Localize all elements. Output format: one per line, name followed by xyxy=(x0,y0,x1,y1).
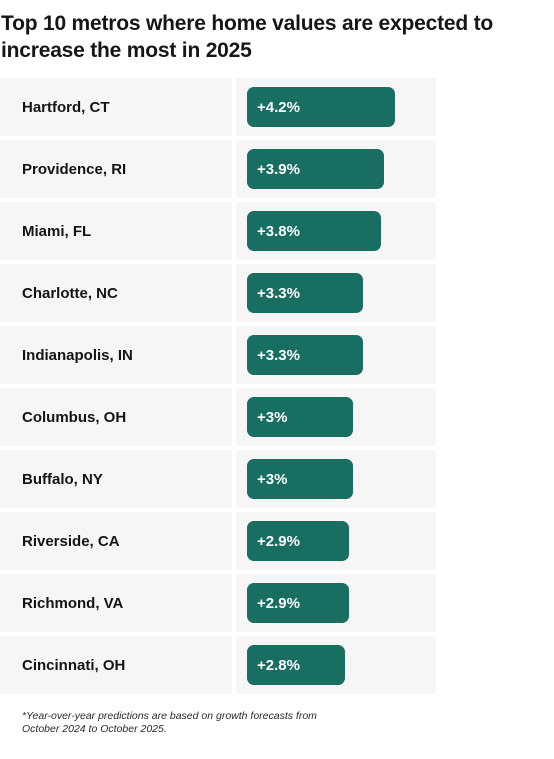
chart-row: Columbus, OH +3% xyxy=(0,388,436,446)
category-label: Indianapolis, IN xyxy=(22,347,133,364)
category-label: Charlotte, NC xyxy=(22,285,118,302)
value-label: +3% xyxy=(257,471,287,488)
value-label: +2.9% xyxy=(257,595,300,612)
category-label: Columbus, OH xyxy=(22,409,126,426)
chart-row: Miami, FL +3.8% xyxy=(0,202,436,260)
category-label: Buffalo, NY xyxy=(22,471,103,488)
category-label: Miami, FL xyxy=(22,223,91,240)
chart-row: Richmond, VA +2.9% xyxy=(0,574,436,632)
category-label: Cincinnati, OH xyxy=(22,657,125,674)
value-label: +2.9% xyxy=(257,533,300,550)
chart-footnote: *Year-over-year predictions are based on… xyxy=(22,710,322,736)
value-label: +3% xyxy=(257,409,287,426)
chart-row: Providence, RI +3.9% xyxy=(0,140,436,198)
chart-row: Hartford, CT +4.2% xyxy=(0,78,436,136)
value-label: +3.3% xyxy=(257,347,300,364)
chart-row: Buffalo, NY +3% xyxy=(0,450,436,508)
value-label: +3.8% xyxy=(257,223,300,240)
chart-row: Cincinnati, OH +2.8% xyxy=(0,636,436,694)
chart-row: Charlotte, NC +3.3% xyxy=(0,264,436,322)
value-label: +3.3% xyxy=(257,285,300,302)
category-label: Riverside, CA xyxy=(22,533,120,550)
chart-row: Riverside, CA +2.9% xyxy=(0,512,436,570)
category-label: Richmond, VA xyxy=(22,595,124,612)
category-label: Providence, RI xyxy=(22,161,126,178)
value-label: +4.2% xyxy=(257,99,300,116)
category-label: Hartford, CT xyxy=(22,99,110,116)
value-label: +3.9% xyxy=(257,161,300,178)
chart-row: Indianapolis, IN +3.3% xyxy=(0,326,436,384)
value-label: +2.8% xyxy=(257,657,300,674)
